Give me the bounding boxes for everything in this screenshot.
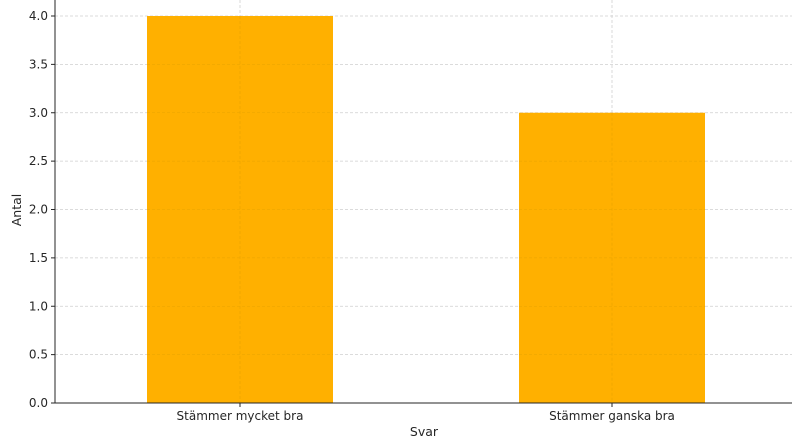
y-tick-label: 3.0 [29,106,48,120]
y-tick-label: 1.5 [29,251,48,265]
y-tick-label: 1.0 [29,299,48,313]
x-axis-label: Svar [410,424,439,439]
y-tick-label: 4.0 [29,9,48,23]
y-tick-label: 2.5 [29,154,48,168]
axes [54,0,792,404]
x-tick-label: Stämmer ganska bra [549,409,675,423]
y-axis-label: Antal [9,194,24,227]
bar-grid-overlay [147,16,705,403]
y-tick-label: 3.5 [29,57,48,71]
x-tick-label: Stämmer mycket bra [177,409,304,423]
y-ticks: 0.0 0.5 1.0 1.5 2.0 2.5 3.0 3.5 4.0 [29,9,55,410]
y-tick-label: 2.0 [29,203,48,217]
x-ticks: Stämmer mycket bra Stämmer ganska bra [177,403,675,423]
y-tick-label: 0.0 [29,396,48,410]
y-tick-label: 0.5 [29,348,48,362]
